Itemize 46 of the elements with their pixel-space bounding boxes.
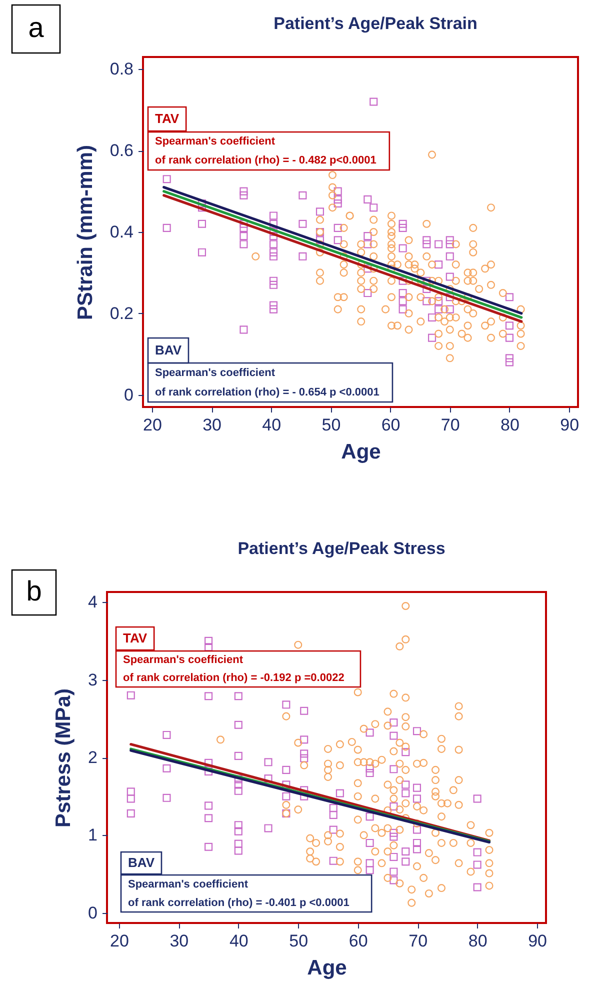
annotation: Spearman's coefficient xyxy=(128,878,248,890)
annotation: of rank correlation (rho) = - 0.654 p <0.0001 xyxy=(155,386,380,398)
y-tick-label: 0.6 xyxy=(110,141,134,160)
x-tick-label: 80 xyxy=(500,416,520,434)
x-tick-label: 20 xyxy=(110,932,129,950)
annotation: TAV xyxy=(154,111,180,126)
x-tick-label: 60 xyxy=(348,932,368,950)
x-tick-label: 90 xyxy=(528,932,547,950)
text: a xyxy=(28,12,44,43)
y-tick-label: 3 xyxy=(88,670,98,690)
x-tick-label: 30 xyxy=(170,932,189,950)
x-tick-label: 70 xyxy=(408,932,428,950)
y-tick-label: 4 xyxy=(88,592,98,612)
x-tick-label: 50 xyxy=(322,416,341,434)
x-axis-title: Age xyxy=(307,956,347,980)
y-axis-title: PStrain (mm-mm) xyxy=(74,144,97,320)
x-tick-label: 70 xyxy=(440,416,460,434)
y-tick-label: 0 xyxy=(88,903,98,922)
y-tick-label: 2 xyxy=(88,748,98,767)
chart-title: Patient’s Age/Peak Strain xyxy=(274,14,478,33)
y-tick-label: 0 xyxy=(124,385,134,404)
text: b xyxy=(26,576,42,606)
chart-title: Patient’s Age/Peak Stress xyxy=(238,539,446,558)
annotation: Spearman's coefficient xyxy=(155,136,276,148)
x-tick-label: 30 xyxy=(202,416,222,434)
annotation: BAV xyxy=(128,855,155,870)
x-tick-label: 50 xyxy=(289,932,308,950)
annotation: Spearman's coefficient xyxy=(155,366,276,379)
y-tick-label: 0.8 xyxy=(110,60,134,79)
x-tick-label: 40 xyxy=(229,932,248,950)
annotation: of rank correlation (rho) = -0.401 p <0.0001 xyxy=(128,896,350,909)
y-tick-label: 0.4 xyxy=(110,222,134,242)
annotation: of rank correlation (rho) = - 0.482 p<0.0001 xyxy=(155,154,376,166)
annotation: Spearman's coefficient xyxy=(123,654,244,666)
x-tick-label: 90 xyxy=(560,416,580,434)
x-tick-label: 60 xyxy=(381,416,400,434)
y-axis-title: Pstress (MPa) xyxy=(52,688,76,828)
annotation: BAV xyxy=(155,342,182,358)
x-tick-label: 40 xyxy=(262,416,282,434)
x-tick-label: 80 xyxy=(468,932,488,950)
x-tick-label: 20 xyxy=(142,416,162,434)
annotation: TAV xyxy=(122,630,148,646)
y-tick-label: 0.2 xyxy=(110,304,134,323)
y-tick-label: 1 xyxy=(88,826,98,845)
x-axis-title: Age xyxy=(341,440,381,464)
annotation: of rank correlation (rho) = -0.192 p =0.0022 xyxy=(123,672,344,684)
